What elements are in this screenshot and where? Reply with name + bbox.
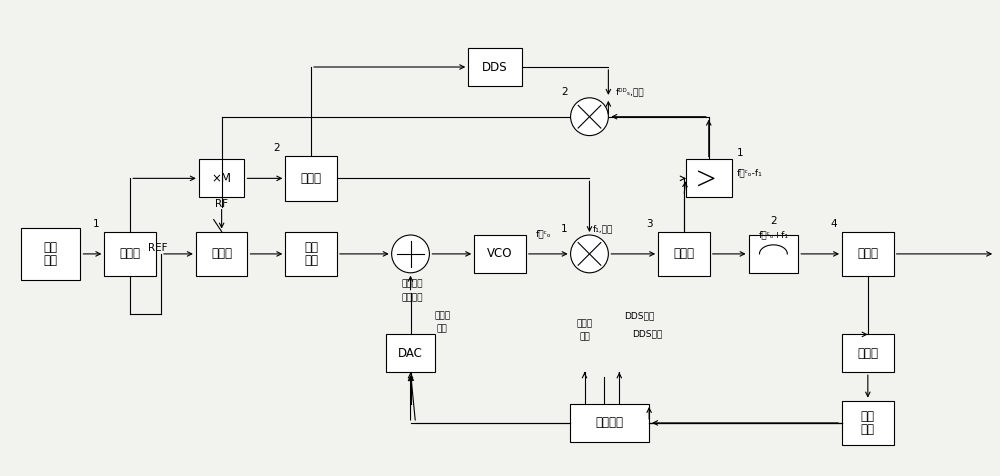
Text: 4: 4: [830, 218, 837, 228]
Text: DDS控制: DDS控制: [632, 329, 662, 338]
Text: 功分器: 功分器: [301, 172, 322, 185]
Circle shape: [571, 98, 608, 136]
Bar: [285, 231, 337, 276]
Text: 1: 1: [561, 224, 568, 234]
Bar: [104, 231, 156, 276]
Bar: [658, 231, 710, 276]
Text: 滤波: 滤波: [304, 254, 318, 267]
Text: DAC: DAC: [398, 347, 423, 360]
Text: 控制: 控制: [579, 332, 590, 341]
Bar: [842, 335, 894, 372]
Text: 功分器: 功分器: [120, 248, 141, 260]
Text: RF: RF: [215, 198, 228, 208]
Text: 高稳: 高稳: [44, 241, 58, 254]
Bar: [842, 231, 894, 276]
Text: 1: 1: [93, 218, 99, 228]
Text: 锁相环: 锁相环: [211, 248, 232, 260]
Text: 功分器: 功分器: [673, 248, 694, 260]
Bar: [570, 404, 649, 442]
Bar: [199, 159, 244, 197]
Text: 锁相环: 锁相环: [576, 319, 593, 328]
Text: fᵜᶜₒ: fᵜᶜₒ: [536, 229, 551, 238]
Text: REF: REF: [148, 243, 168, 253]
Bar: [21, 228, 80, 280]
Text: fᵜᶜₒ-f₁: fᵜᶜₒ-f₁: [737, 168, 762, 177]
Text: 锁相环: 锁相环: [434, 311, 450, 320]
Text: 2: 2: [561, 87, 568, 97]
Bar: [196, 231, 247, 276]
Text: ×M: ×M: [212, 172, 232, 185]
Text: 预置电压: 预置电压: [402, 279, 423, 288]
Text: 1: 1: [737, 149, 743, 159]
Text: 分频器: 分频器: [857, 347, 878, 360]
Bar: [842, 400, 894, 445]
Text: 2: 2: [770, 216, 777, 226]
Text: 频率牵引: 频率牵引: [402, 293, 423, 302]
Text: 晶振: 晶振: [44, 254, 58, 267]
Bar: [285, 156, 337, 201]
Text: 环路: 环路: [304, 241, 318, 254]
Bar: [386, 335, 435, 372]
Text: DDS: DDS: [482, 60, 508, 73]
Text: fᴰᴰₛ,细调: fᴰᴰₛ,细调: [615, 88, 644, 96]
Circle shape: [392, 235, 429, 273]
Text: 频率: 频率: [861, 410, 875, 423]
Text: fᵜᶜₒ+f₁: fᵜᶜₒ+f₁: [758, 230, 788, 239]
Text: 2: 2: [274, 143, 280, 153]
Circle shape: [571, 235, 608, 273]
Bar: [686, 159, 732, 197]
Text: 检测: 检测: [861, 423, 875, 436]
Bar: [468, 48, 522, 86]
Text: 3: 3: [646, 218, 653, 228]
Text: f₁,相调: f₁,相调: [592, 225, 613, 234]
Text: 控制模块: 控制模块: [595, 416, 623, 429]
Bar: [749, 235, 798, 273]
Text: 控制: 控制: [437, 324, 448, 333]
Text: 功分器: 功分器: [857, 248, 878, 260]
Bar: [474, 235, 526, 273]
Text: VCO: VCO: [487, 248, 513, 260]
Text: DDS控制: DDS控制: [624, 311, 654, 320]
